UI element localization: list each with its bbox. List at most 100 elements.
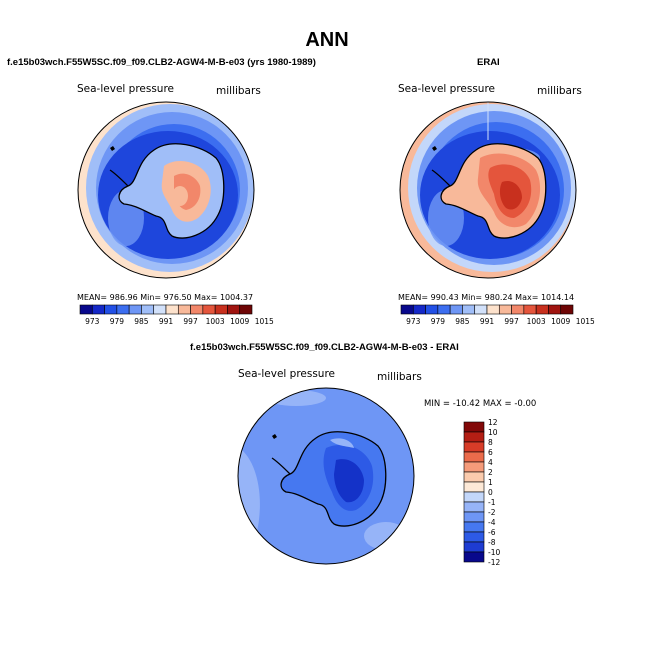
obs-colorbar: 973 979 985 991 997 1003 1009 1015 [400, 304, 595, 326]
diff-island [272, 434, 277, 439]
model-colorbar-swatch [165, 304, 179, 315]
diff-stats: MIN = -10.42 MAX = -0.00 [424, 399, 537, 409]
obs-colorbar-swatch [560, 304, 574, 315]
diff-colorbar-swatch [463, 481, 485, 493]
obs-colorbar-swatch [437, 304, 451, 315]
model-colorbar-swatch [190, 304, 204, 315]
obs-colorbar-swatch [548, 304, 562, 315]
obs-colorbar-swatch [523, 304, 537, 315]
model-colorbar-swatch [91, 304, 105, 315]
obs-antarctica-high-peak [499, 180, 522, 210]
obs-units-label: millibars [537, 85, 582, 97]
diff-colorbar-label: -4 [488, 518, 496, 527]
diff-colorbar-swatch [463, 491, 485, 503]
model-colorbar-swatch [141, 304, 155, 315]
obs-colorbar-label: 991 [480, 317, 495, 326]
obs-panel-subtitle: ERAI [477, 57, 500, 68]
obs-map-border [399, 101, 577, 279]
model-colorbar-swatch [177, 304, 191, 315]
model-colorbar-swatch [202, 304, 216, 315]
obs-colorbar-label: 985 [455, 317, 470, 326]
diff-colorbar-swatch [463, 431, 485, 443]
diff-colorbar-label: 2 [488, 468, 493, 477]
obs-colorbar-swatch [425, 304, 439, 315]
model-units-label: millibars [216, 85, 261, 97]
obs-colorbar-swatch [535, 304, 549, 315]
obs-colorbar-label: 979 [431, 317, 446, 326]
model-colorbar-swatch [79, 304, 93, 315]
diff-colorbar-label: 0 [488, 488, 493, 497]
model-colorbar-label: 973 [85, 317, 100, 326]
diff-colorbar-swatch [463, 531, 485, 543]
model-antarctica-coastline [118, 143, 225, 239]
diff-colorbar-swatch [463, 441, 485, 453]
diff-colorbar-swatch [463, 541, 485, 553]
obs-colorbar-label: 973 [406, 317, 421, 326]
model-island [110, 146, 115, 151]
diff-colorbar-swatch [463, 471, 485, 483]
diff-colorbar-label: 1 [488, 478, 493, 487]
model-colorbar-swatch [128, 304, 142, 315]
obs-colorbar-swatch [486, 304, 500, 315]
model-colorbar-swatch [227, 304, 241, 315]
diff-colorbar-label: -10 [488, 548, 500, 557]
diff-colorbar-label: -12 [488, 558, 500, 567]
obs-colorbar-swatch [449, 304, 463, 315]
diff-colorbar-swatch [463, 461, 485, 473]
obs-stats: MEAN= 990.43 Min= 980.24 Max= 1014.14 [398, 293, 575, 302]
obs-colorbar-swatch [474, 304, 488, 315]
diff-antarctica-core [334, 459, 364, 503]
model-colorbar-swatch [214, 304, 228, 315]
model-variable-label: Sea-level pressure [77, 83, 175, 95]
diff-pale-patch-2 [266, 390, 326, 406]
model-antarctica-high-core [172, 186, 188, 206]
diff-units-label: millibars [377, 371, 422, 383]
model-colorbar-swatch [153, 304, 167, 315]
diff-peninsula [271, 457, 291, 475]
model-colorbar-swatch [116, 304, 130, 315]
obs-polar-map [399, 101, 577, 279]
diff-colorbar-label: 4 [488, 458, 493, 467]
obs-variable-label: Sea-level pressure [398, 83, 496, 95]
model-colorbar-label: 991 [159, 317, 174, 326]
diff-colorbar-label: -8 [488, 538, 496, 547]
diff-colorbar-swatch [463, 421, 485, 433]
diff-map-border [237, 387, 415, 565]
model-peninsula [109, 169, 129, 187]
obs-peninsula [431, 169, 451, 187]
obs-colorbar-swatch [412, 304, 426, 315]
diff-colorbar-label: 12 [488, 418, 498, 427]
diff-colorbar-swatch [463, 521, 485, 533]
model-colorbar-label: 979 [110, 317, 125, 326]
diff-antarctica-coastline [280, 431, 387, 527]
obs-colorbar-swatch [400, 304, 414, 315]
diff-polar-map [237, 387, 415, 565]
diff-colorbar-label: -6 [488, 528, 496, 537]
obs-antarctica-coastline [440, 143, 547, 239]
model-colorbar: 973 979 985 991 997 1003 1009 1015 [79, 304, 274, 326]
diff-colorbar-swatch [463, 511, 485, 523]
model-map-border [77, 101, 255, 279]
obs-colorbar-swatch [498, 304, 512, 315]
diff-pale-patch-3 [364, 522, 408, 550]
obs-colorbar-label: 1009 [551, 317, 570, 326]
diff-panel-subtitle: f.e15b03wch.F55W5SC.f09_f09.CLB2-AGW4-M-… [190, 342, 459, 353]
model-colorbar-swatch [104, 304, 118, 315]
model-colorbar-label: 1003 [206, 317, 225, 326]
diff-variable-label: Sea-level pressure [238, 368, 336, 380]
model-colorbar-swatch [239, 304, 253, 315]
diff-colorbar-label: -2 [488, 508, 496, 517]
diff-colorbar-swatch [463, 501, 485, 513]
model-stats: MEAN= 986.96 Min= 976.50 Max= 1004.37 [77, 293, 254, 302]
diff-colorbar-swatch [463, 551, 485, 563]
diff-colorbar-label: 6 [488, 448, 493, 457]
diff-colorbar-swatch [463, 451, 485, 463]
obs-colorbar-label: 1003 [527, 317, 546, 326]
page-title: ANN [305, 29, 349, 51]
model-colorbar-label: 1009 [230, 317, 249, 326]
model-colorbar-label: 985 [134, 317, 149, 326]
model-panel-subtitle: f.e15b03wch.F55W5SC.f09_f09.CLB2-AGW4-M-… [7, 57, 316, 68]
obs-colorbar-label: 1015 [576, 317, 595, 326]
model-colorbar-label: 997 [183, 317, 198, 326]
